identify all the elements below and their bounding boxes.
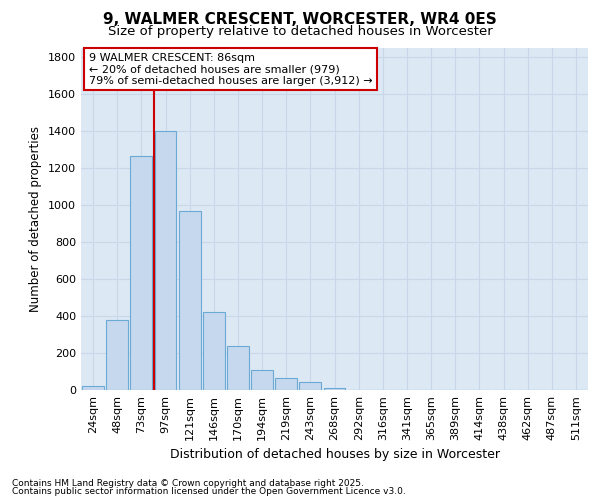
- Bar: [155, 131, 176, 390]
- Bar: [130, 156, 152, 390]
- Bar: [323, 388, 346, 390]
- Text: Size of property relative to detached houses in Worcester: Size of property relative to detached ho…: [107, 25, 493, 38]
- Bar: [203, 312, 224, 390]
- Bar: [227, 346, 249, 390]
- Text: 9, WALMER CRESCENT, WORCESTER, WR4 0ES: 9, WALMER CRESCENT, WORCESTER, WR4 0ES: [103, 12, 497, 28]
- Text: 9 WALMER CRESCENT: 86sqm
← 20% of detached houses are smaller (979)
79% of semi-: 9 WALMER CRESCENT: 86sqm ← 20% of detach…: [89, 52, 372, 86]
- Bar: [251, 370, 273, 390]
- Text: Contains HM Land Registry data © Crown copyright and database right 2025.: Contains HM Land Registry data © Crown c…: [12, 478, 364, 488]
- Bar: [179, 212, 200, 390]
- Y-axis label: Number of detached properties: Number of detached properties: [29, 126, 43, 312]
- Bar: [299, 382, 321, 390]
- Bar: [275, 378, 297, 390]
- X-axis label: Distribution of detached houses by size in Worcester: Distribution of detached houses by size …: [170, 448, 499, 462]
- Bar: [106, 320, 128, 390]
- Bar: [82, 386, 104, 390]
- Text: Contains public sector information licensed under the Open Government Licence v3: Contains public sector information licen…: [12, 487, 406, 496]
